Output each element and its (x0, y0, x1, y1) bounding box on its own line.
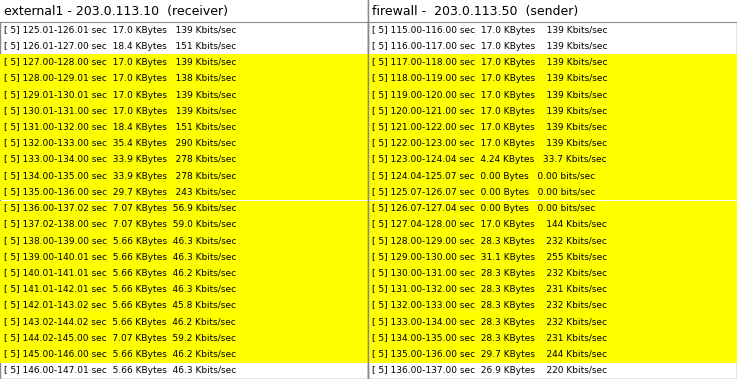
Bar (368, 346, 737, 363)
Text: [ 5] 119.00-120.00 sec  17.0 KBytes    139 Kbits/sec: [ 5] 119.00-120.00 sec 17.0 KBytes 139 K… (372, 91, 608, 100)
Text: [ 5] 133.00-134.00 sec  28.3 KBytes    232 Kbits/sec: [ 5] 133.00-134.00 sec 28.3 KBytes 232 K… (372, 318, 607, 327)
Text: [ 5] 143.02-144.02 sec  5.66 KBytes  46.2 Kbits/sec: [ 5] 143.02-144.02 sec 5.66 KBytes 46.2 … (4, 318, 236, 327)
Bar (368, 217, 737, 233)
Text: [ 5] 135.00-136.00 sec  29.7 KBytes    244 Kbits/sec: [ 5] 135.00-136.00 sec 29.7 KBytes 244 K… (372, 350, 607, 359)
Text: [ 5] 118.00-119.00 sec  17.0 KBytes    139 Kbits/sec: [ 5] 118.00-119.00 sec 17.0 KBytes 139 K… (372, 74, 608, 83)
Bar (0, 346, 368, 363)
Bar (0, 184, 368, 200)
Text: [ 5] 125.07-126.07 sec  0.00 Bytes   0.00 bits/sec: [ 5] 125.07-126.07 sec 0.00 Bytes 0.00 b… (372, 188, 596, 197)
Text: [ 5] 145.00-146.00 sec  5.66 KBytes  46.2 Kbits/sec: [ 5] 145.00-146.00 sec 5.66 KBytes 46.2 … (4, 350, 236, 359)
Text: [ 5] 128.00-129.01 sec  17.0 KBytes   138 Kbits/sec: [ 5] 128.00-129.01 sec 17.0 KBytes 138 K… (4, 74, 237, 83)
Text: [ 5] 126.01-127.00 sec  18.4 KBytes   151 Kbits/sec: [ 5] 126.01-127.00 sec 18.4 KBytes 151 K… (4, 42, 237, 51)
Text: [ 5] 127.00-128.00 sec  17.0 KBytes   139 Kbits/sec: [ 5] 127.00-128.00 sec 17.0 KBytes 139 K… (4, 58, 237, 67)
Bar (368, 168, 737, 184)
Bar (0, 233, 368, 249)
Text: [ 5] 138.00-139.00 sec  5.66 KBytes  46.3 Kbits/sec: [ 5] 138.00-139.00 sec 5.66 KBytes 46.3 … (4, 236, 237, 246)
Bar (368, 282, 737, 298)
Bar (0, 70, 368, 87)
Text: [ 5] 122.00-123.00 sec  17.0 KBytes    139 Kbits/sec: [ 5] 122.00-123.00 sec 17.0 KBytes 139 K… (372, 139, 607, 148)
Text: [ 5] 131.00-132.00 sec  28.3 KBytes    231 Kbits/sec: [ 5] 131.00-132.00 sec 28.3 KBytes 231 K… (372, 285, 607, 294)
Text: [ 5] 130.00-131.00 sec  28.3 KBytes    232 Kbits/sec: [ 5] 130.00-131.00 sec 28.3 KBytes 232 K… (372, 269, 607, 278)
Text: [ 5] 123.00-124.04 sec  4.24 KBytes   33.7 Kbits/sec: [ 5] 123.00-124.04 sec 4.24 KBytes 33.7 … (372, 155, 607, 164)
Bar (368, 103, 737, 119)
Bar (368, 265, 737, 282)
Bar (0, 119, 368, 136)
Text: [ 5] 117.00-118.00 sec  17.0 KBytes    139 Kbits/sec: [ 5] 117.00-118.00 sec 17.0 KBytes 139 K… (372, 58, 608, 67)
Bar (0, 55, 368, 70)
Text: [ 5] 128.00-129.00 sec  28.3 KBytes    232 Kbits/sec: [ 5] 128.00-129.00 sec 28.3 KBytes 232 K… (372, 236, 607, 246)
Text: [ 5] 121.00-122.00 sec  17.0 KBytes    139 Kbits/sec: [ 5] 121.00-122.00 sec 17.0 KBytes 139 K… (372, 123, 607, 132)
Text: [ 5] 126.07-127.04 sec  0.00 Bytes   0.00 bits/sec: [ 5] 126.07-127.04 sec 0.00 Bytes 0.00 b… (372, 204, 596, 213)
Text: [ 5] 140.01-141.01 sec  5.66 KBytes  46.2 Kbits/sec: [ 5] 140.01-141.01 sec 5.66 KBytes 46.2 … (4, 269, 236, 278)
Text: [ 5] 115.00-116.00 sec  17.0 KBytes    139 Kbits/sec: [ 5] 115.00-116.00 sec 17.0 KBytes 139 K… (372, 26, 608, 34)
Text: [ 5] 134.00-135.00 sec  28.3 KBytes    231 Kbits/sec: [ 5] 134.00-135.00 sec 28.3 KBytes 231 K… (372, 334, 607, 343)
Bar (0, 282, 368, 298)
Text: [ 5] 142.01-143.02 sec  5.66 KBytes  45.8 Kbits/sec: [ 5] 142.01-143.02 sec 5.66 KBytes 45.8 … (4, 301, 236, 310)
Bar (368, 55, 737, 70)
Bar (368, 298, 737, 314)
Bar (0, 314, 368, 330)
Text: [ 5] 129.01-130.01 sec  17.0 KBytes   139 Kbits/sec: [ 5] 129.01-130.01 sec 17.0 KBytes 139 K… (4, 91, 237, 100)
Text: [ 5] 137.02-138.00 sec  7.07 KBytes  59.0 Kbits/sec: [ 5] 137.02-138.00 sec 7.07 KBytes 59.0 … (4, 220, 237, 229)
Bar (0, 168, 368, 184)
Bar (0, 200, 368, 217)
Bar (0, 217, 368, 233)
Text: [ 5] 146.00-147.01 sec  5.66 KBytes  46.3 Kbits/sec: [ 5] 146.00-147.01 sec 5.66 KBytes 46.3 … (4, 366, 237, 375)
Bar (368, 314, 737, 330)
Bar (368, 152, 737, 168)
Bar (0, 103, 368, 119)
Text: [ 5] 136.00-137.00 sec  26.9 KBytes    220 Kbits/sec: [ 5] 136.00-137.00 sec 26.9 KBytes 220 K… (372, 366, 607, 375)
Bar (0, 330, 368, 346)
Text: [ 5] 116.00-117.00 sec  17.0 KBytes    139 Kbits/sec: [ 5] 116.00-117.00 sec 17.0 KBytes 139 K… (372, 42, 608, 51)
Bar (368, 233, 737, 249)
Text: firewall -  203.0.113.50  (sender): firewall - 203.0.113.50 (sender) (372, 5, 579, 17)
Text: [ 5] 120.00-121.00 sec  17.0 KBytes    139 Kbits/sec: [ 5] 120.00-121.00 sec 17.0 KBytes 139 K… (372, 107, 608, 116)
Bar (368, 249, 737, 265)
Bar (0, 265, 368, 282)
Bar (368, 119, 737, 136)
Bar (368, 330, 737, 346)
Text: [ 5] 130.01-131.00 sec  17.0 KBytes   139 Kbits/sec: [ 5] 130.01-131.00 sec 17.0 KBytes 139 K… (4, 107, 237, 116)
Text: external1 - 203.0.113.10  (receiver): external1 - 203.0.113.10 (receiver) (4, 5, 228, 17)
Bar (368, 200, 737, 217)
Bar (0, 136, 368, 152)
Bar (368, 87, 737, 103)
Text: [ 5] 134.00-135.00 sec  33.9 KBytes   278 Kbits/sec: [ 5] 134.00-135.00 sec 33.9 KBytes 278 K… (4, 172, 237, 181)
Text: [ 5] 129.00-130.00 sec  31.1 KBytes    255 Kbits/sec: [ 5] 129.00-130.00 sec 31.1 KBytes 255 K… (372, 253, 608, 262)
Bar (368, 0, 737, 379)
Bar (0, 0, 368, 379)
Text: [ 5] 136.00-137.02 sec  7.07 KBytes  56.9 Kbits/sec: [ 5] 136.00-137.02 sec 7.07 KBytes 56.9 … (4, 204, 237, 213)
Text: [ 5] 124.04-125.07 sec  0.00 Bytes   0.00 bits/sec: [ 5] 124.04-125.07 sec 0.00 Bytes 0.00 b… (372, 172, 595, 181)
Text: [ 5] 135.00-136.00 sec  29.7 KBytes   243 Kbits/sec: [ 5] 135.00-136.00 sec 29.7 KBytes 243 K… (4, 188, 237, 197)
Text: [ 5] 127.04-128.00 sec  17.0 KBytes    144 Kbits/sec: [ 5] 127.04-128.00 sec 17.0 KBytes 144 K… (372, 220, 607, 229)
Bar (368, 0, 737, 22)
Bar (0, 152, 368, 168)
Bar (368, 136, 737, 152)
Text: [ 5] 125.01-126.01 sec  17.0 KBytes   139 Kbits/sec: [ 5] 125.01-126.01 sec 17.0 KBytes 139 K… (4, 26, 237, 34)
Text: [ 5] 139.00-140.01 sec  5.66 KBytes  46.3 Kbits/sec: [ 5] 139.00-140.01 sec 5.66 KBytes 46.3 … (4, 253, 237, 262)
Text: [ 5] 144.02-145.00 sec  7.07 KBytes  59.2 Kbits/sec: [ 5] 144.02-145.00 sec 7.07 KBytes 59.2 … (4, 334, 236, 343)
Text: [ 5] 141.01-142.01 sec  5.66 KBytes  46.3 Kbits/sec: [ 5] 141.01-142.01 sec 5.66 KBytes 46.3 … (4, 285, 236, 294)
Text: [ 5] 133.00-134.00 sec  33.9 KBytes   278 Kbits/sec: [ 5] 133.00-134.00 sec 33.9 KBytes 278 K… (4, 155, 237, 164)
Text: [ 5] 131.00-132.00 sec  18.4 KBytes   151 Kbits/sec: [ 5] 131.00-132.00 sec 18.4 KBytes 151 K… (4, 123, 237, 132)
Bar (0, 249, 368, 265)
Bar (368, 70, 737, 87)
Text: [ 5] 132.00-133.00 sec  35.4 KBytes   290 Kbits/sec: [ 5] 132.00-133.00 sec 35.4 KBytes 290 K… (4, 139, 237, 148)
Bar (368, 184, 737, 200)
Bar (0, 0, 368, 22)
Text: [ 5] 132.00-133.00 sec  28.3 KBytes    232 Kbits/sec: [ 5] 132.00-133.00 sec 28.3 KBytes 232 K… (372, 301, 607, 310)
Bar (0, 298, 368, 314)
Bar (0, 87, 368, 103)
